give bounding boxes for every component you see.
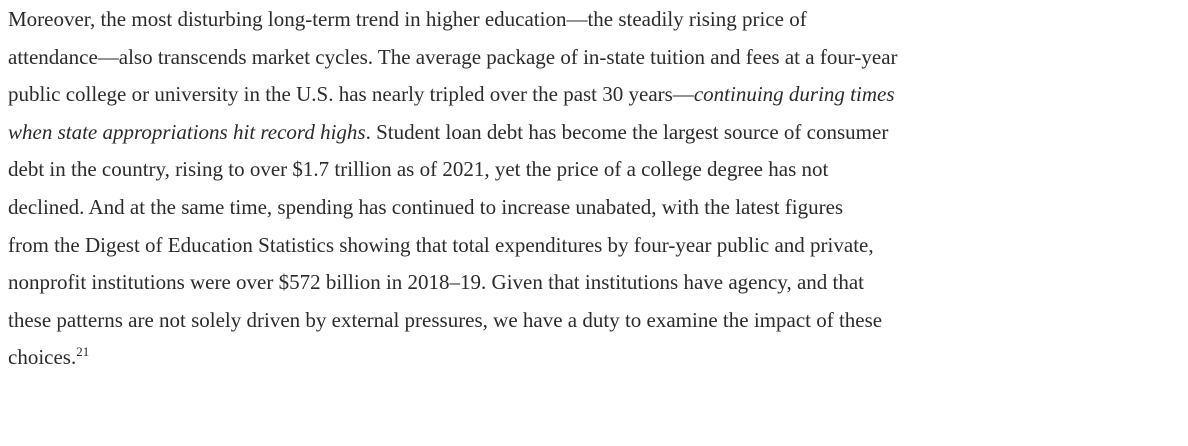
text-line: when state appropriations hit record hig… [8, 114, 1188, 152]
text-line: declined. And at the same time, spending… [8, 189, 1188, 227]
text-line: choices.21 [8, 339, 1188, 377]
text-run: debt in the country, rising to over $1.7… [8, 157, 829, 182]
italic-text: when state appropriations hit record hig… [8, 119, 366, 144]
text-line: these patterns are not solely driven by … [8, 302, 1188, 340]
text-run: Moreover, the most disturbing long-term … [8, 7, 807, 31]
text-run: attendance—also transcends market cycles… [8, 44, 898, 69]
text-line: debt in the country, rising to over $1.7… [8, 151, 1188, 189]
text-run: choices. [8, 345, 77, 370]
footnote-ref: 21 [76, 344, 90, 360]
paragraph: Moreover, the most disturbing long-term … [8, 1, 1188, 377]
text-run: . Student loan debt has become the large… [365, 119, 889, 144]
text-run: declined. And at the same time, spending… [8, 194, 844, 219]
text-line: attendance—also transcends market cycles… [8, 39, 1188, 77]
text-run: these patterns are not solely driven by … [8, 307, 883, 332]
text-line: Moreover, the most disturbing long-term … [8, 1, 1188, 39]
text-run: from the Digest of Education Statistics … [8, 232, 874, 257]
text-run: nonprofit institutions were over $572 bi… [8, 270, 865, 295]
text-line: from the Digest of Education Statistics … [8, 227, 1188, 265]
text-run: public college or university in the U.S.… [8, 82, 694, 107]
text-line: public college or university in the U.S.… [8, 76, 1188, 114]
italic-text: continuing during times [693, 82, 895, 107]
text-line: nonprofit institutions were over $572 bi… [8, 264, 1188, 302]
